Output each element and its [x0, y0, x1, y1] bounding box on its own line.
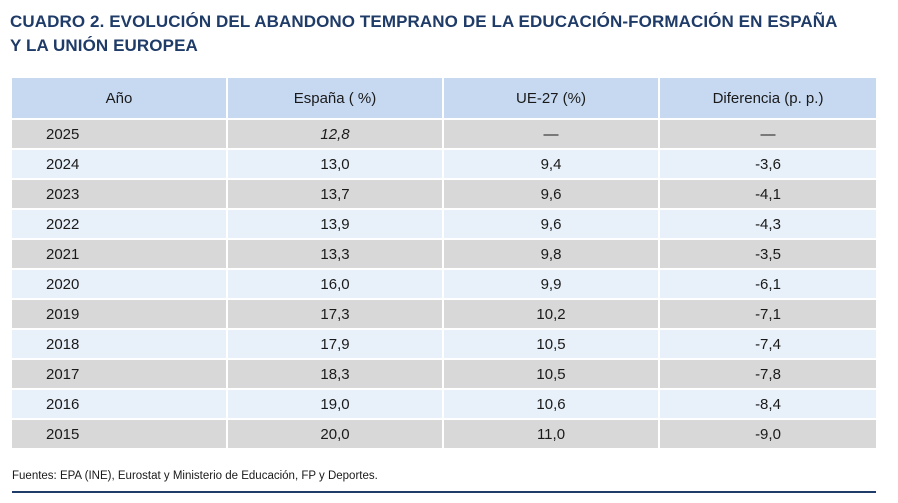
cell-eu27: 9,6: [444, 208, 660, 238]
cell-difference: -7,8: [660, 358, 876, 388]
cell-difference: -7,1: [660, 298, 876, 328]
cell-spain: 17,9: [228, 328, 444, 358]
cell-spain: 13,9: [228, 208, 444, 238]
cell-spain: 12,8: [228, 118, 444, 148]
cell-spain: 13,7: [228, 178, 444, 208]
cell-difference: —: [660, 118, 876, 148]
cell-eu27: 10,6: [444, 388, 660, 418]
cell-eu27: 9,9: [444, 268, 660, 298]
cell-year: 2017: [12, 358, 228, 388]
column-header-spain: España ( %): [228, 78, 444, 118]
cell-difference: -4,1: [660, 178, 876, 208]
cell-year: 2022: [12, 208, 228, 238]
cell-eu27: 9,8: [444, 238, 660, 268]
cell-eu27: 10,5: [444, 358, 660, 388]
table-row: 2025 12,8 — —: [12, 118, 876, 148]
source-note: Fuentes: EPA (INE), Eurostat y Ministeri…: [12, 470, 378, 482]
cell-difference: -8,4: [660, 388, 876, 418]
table-row: 2023 13,7 9,6 -4,1: [12, 178, 876, 208]
cell-year: 2021: [12, 238, 228, 268]
cell-difference: -3,6: [660, 148, 876, 178]
table-header-row: Año España ( %) UE-27 (%) Diferencia (p.…: [12, 78, 876, 118]
cell-spain: 16,0: [228, 268, 444, 298]
table-row: 2019 17,3 10,2 -7,1: [12, 298, 876, 328]
cell-year: 2015: [12, 418, 228, 448]
cell-spain: 13,0: [228, 148, 444, 178]
cell-year: 2024: [12, 148, 228, 178]
cell-eu27: 11,0: [444, 418, 660, 448]
cell-eu27: —: [444, 118, 660, 148]
table-row: 2024 13,0 9,4 -3,6: [12, 148, 876, 178]
cell-spain: 18,3: [228, 358, 444, 388]
cell-year: 2025: [12, 118, 228, 148]
cell-spain: 17,3: [228, 298, 444, 328]
cell-eu27: 9,4: [444, 148, 660, 178]
data-table: Año España ( %) UE-27 (%) Diferencia (p.…: [12, 78, 876, 448]
table-row: 2018 17,9 10,5 -7,4: [12, 328, 876, 358]
table-row: 2017 18,3 10,5 -7,8: [12, 358, 876, 388]
table-title-line-2: Y LA UNIÓN EUROPEA: [10, 36, 198, 55]
cell-year: 2023: [12, 178, 228, 208]
table-row: 2022 13,9 9,6 -4,3: [12, 208, 876, 238]
table-row: 2021 13,3 9,8 -3,5: [12, 238, 876, 268]
table-row: 2020 16,0 9,9 -6,1: [12, 268, 876, 298]
cell-difference: -3,5: [660, 238, 876, 268]
cell-eu27: 10,5: [444, 328, 660, 358]
cell-difference: -4,3: [660, 208, 876, 238]
cell-eu27: 9,6: [444, 178, 660, 208]
table-title-line-1: CUADRO 2. EVOLUCIÓN DEL ABANDONO TEMPRAN…: [10, 12, 838, 31]
column-header-difference: Diferencia (p. p.): [660, 78, 876, 118]
bottom-divider: [12, 491, 876, 493]
cell-difference: -9,0: [660, 418, 876, 448]
cell-year: 2016: [12, 388, 228, 418]
cell-difference: -7,4: [660, 328, 876, 358]
cell-spain: 13,3: [228, 238, 444, 268]
cell-year: 2019: [12, 298, 228, 328]
table-row: 2015 20,0 11,0 -9,0: [12, 418, 876, 448]
cell-year: 2018: [12, 328, 228, 358]
table-row: 2016 19,0 10,6 -8,4: [12, 388, 876, 418]
cell-eu27: 10,2: [444, 298, 660, 328]
data-table-container: Año España ( %) UE-27 (%) Diferencia (p.…: [12, 78, 876, 448]
cell-year: 2020: [12, 268, 228, 298]
cell-spain: 20,0: [228, 418, 444, 448]
cell-difference: -6,1: [660, 268, 876, 298]
column-header-eu27: UE-27 (%): [444, 78, 660, 118]
cell-spain: 19,0: [228, 388, 444, 418]
column-header-year: Año: [12, 78, 228, 118]
table-title: CUADRO 2. EVOLUCIÓN DEL ABANDONO TEMPRAN…: [10, 10, 890, 58]
